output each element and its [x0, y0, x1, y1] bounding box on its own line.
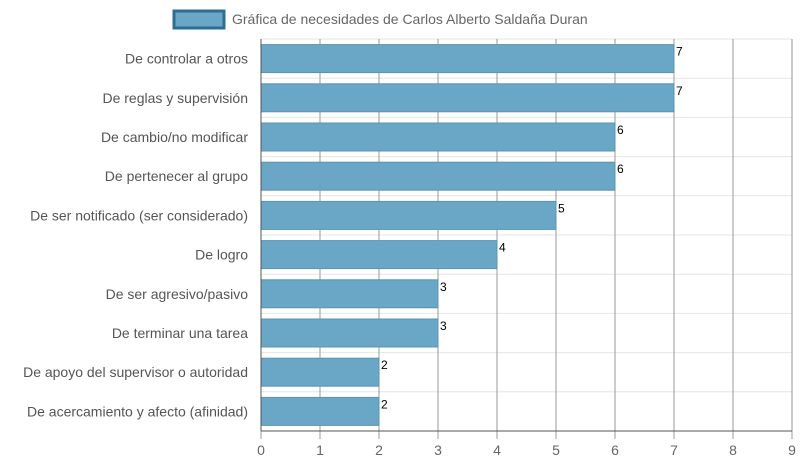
- bar: [260, 122, 616, 152]
- data-label: 4: [499, 241, 506, 255]
- bars: [260, 44, 675, 426]
- data-label: 6: [617, 123, 624, 137]
- x-tick-label: 5: [552, 442, 560, 458]
- data-label: 7: [676, 84, 683, 98]
- category-label: De logro: [195, 247, 248, 263]
- x-tick-label: 0: [257, 442, 265, 458]
- bar: [260, 200, 557, 230]
- x-tick-label: 2: [375, 442, 383, 458]
- category-label: De pertenecer al grupo: [105, 168, 248, 184]
- data-label: 6: [617, 162, 624, 176]
- x-tick-label: 8: [729, 442, 737, 458]
- category-label: De ser agresivo/pasivo: [106, 286, 249, 302]
- category-label: De acercamiento y afecto (afinidad): [27, 403, 248, 419]
- category-label: De ser notificado (ser considerado): [30, 207, 248, 223]
- x-tick-label: 9: [788, 442, 796, 458]
- bar: [260, 161, 616, 191]
- x-tick-label: 4: [493, 442, 501, 458]
- bar: [260, 240, 498, 270]
- bar: [260, 44, 675, 74]
- data-label: 3: [440, 319, 447, 333]
- x-axis: 0 1 2 3 4 5 6 7 8 9: [257, 39, 796, 458]
- category-labels: De controlar a otros De reglas y supervis…: [23, 51, 248, 420]
- category-label: De controlar a otros: [125, 51, 248, 67]
- x-tick-label: 1: [316, 442, 324, 458]
- data-label: 5: [558, 201, 565, 215]
- bar: [260, 279, 439, 309]
- data-label: 2: [381, 397, 388, 411]
- category-label: De reglas y supervisión: [102, 90, 248, 106]
- data-label: 7: [676, 45, 683, 59]
- bar: [260, 83, 675, 113]
- data-label: 3: [440, 280, 447, 294]
- bar: [260, 396, 380, 426]
- x-tick-label: 6: [611, 442, 619, 458]
- category-label: De apoyo del supervisor o autoridad: [23, 364, 248, 380]
- x-tick-label: 7: [670, 442, 678, 458]
- category-label: De cambio/no modificar: [101, 129, 248, 145]
- data-labels: 7 7 6 6 5 4 3 3 2 2: [381, 45, 683, 412]
- legend-swatch: [172, 9, 226, 30]
- legend[interactable]: Gráfica de necesidades de Carlos Alberto…: [172, 9, 588, 30]
- bar: [260, 318, 439, 348]
- bar: [260, 357, 380, 387]
- category-label: De terminar una tarea: [112, 325, 248, 341]
- x-tick-label: 3: [434, 442, 442, 458]
- data-label: 2: [381, 358, 388, 372]
- legend-label: Gráfica de necesidades de Carlos Alberto…: [232, 11, 588, 27]
